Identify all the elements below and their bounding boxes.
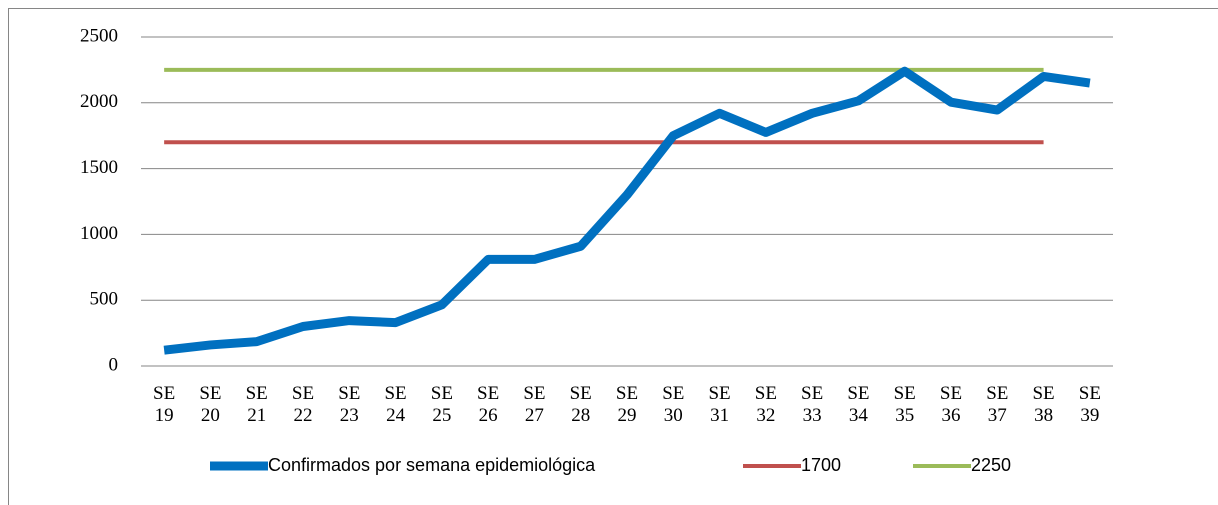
y-tick-label: 1500	[80, 157, 118, 178]
x-tick-label: SE 36	[939, 383, 963, 426]
legend-label: 1700	[801, 455, 841, 475]
chart-frame	[8, 8, 1218, 505]
x-tick-label: SE 23	[338, 383, 361, 426]
x-tick-label: SE 32	[754, 383, 777, 426]
series-line	[163, 66, 1091, 355]
x-tick-label: SE 30	[662, 383, 685, 426]
y-tick-label: 0	[109, 354, 119, 375]
x-tick-label: SE 31	[708, 383, 731, 426]
x-tick-label: SE 38	[1032, 383, 1055, 426]
y-tick-label: 500	[90, 289, 119, 310]
x-tick-label: SE 29	[615, 383, 639, 426]
x-tick-label: SE 24	[384, 383, 407, 426]
x-tick-label: SE 27	[523, 383, 546, 426]
x-tick-label: SE 35	[893, 383, 916, 426]
x-tick-label: SE 25	[430, 383, 453, 426]
y-tick-label: 2000	[80, 91, 118, 112]
x-tick-label: SE 33	[801, 383, 824, 426]
y-tick-label: 1000	[80, 223, 118, 244]
x-tick-label: SE 19	[153, 383, 176, 426]
x-tick-label: SE 22	[291, 383, 315, 426]
x-tick-label: SE 28	[569, 383, 592, 426]
x-tick-label: SE 26	[477, 383, 500, 426]
legend-label: 2250	[971, 455, 1011, 475]
x-tick-label: SE 20	[199, 383, 222, 426]
legend-label: Confirmados por semana epidemiológica	[268, 455, 596, 475]
y-tick-label: 2500	[80, 25, 118, 46]
x-tick-label: SE 37	[986, 383, 1009, 426]
x-tick-label: SE 34	[847, 383, 870, 426]
x-tick-label: SE 39	[1078, 383, 1101, 426]
x-tick-label: SE 21	[245, 383, 268, 426]
